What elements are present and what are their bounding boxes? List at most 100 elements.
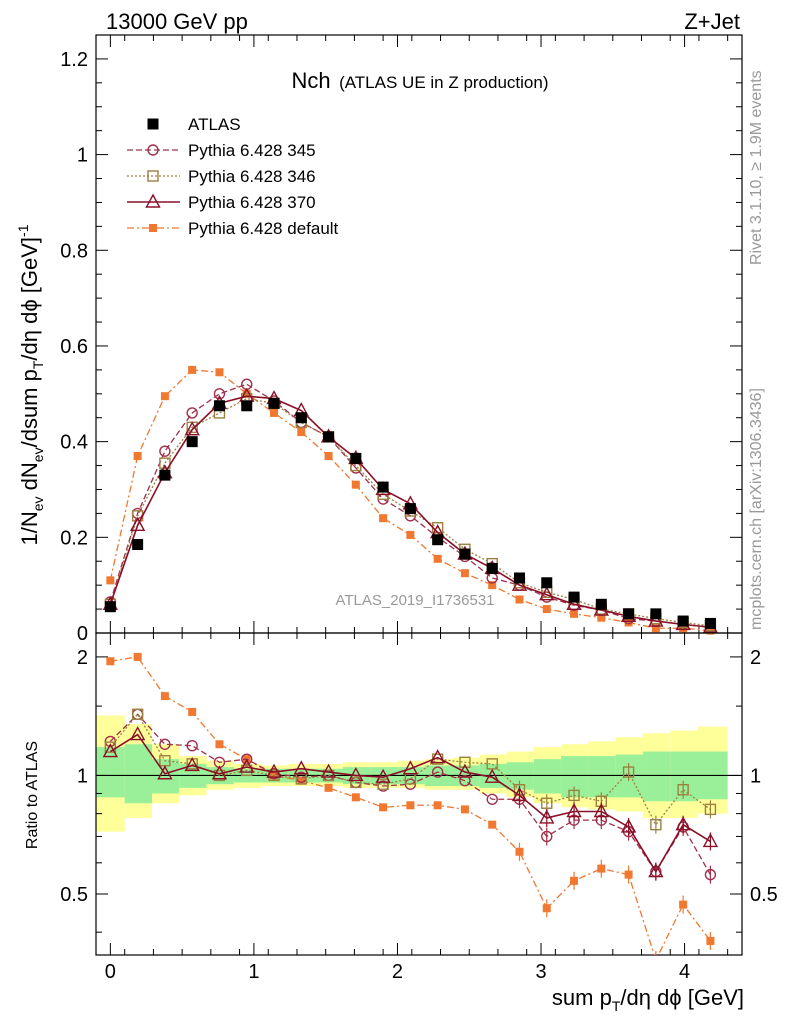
ratio-point (133, 652, 142, 661)
ratio-point (215, 740, 224, 749)
y-axis-label-ratio: Ratio to ATLAS (24, 741, 41, 849)
data-point (433, 554, 442, 563)
ratio-point (102, 743, 119, 758)
data-point (268, 397, 280, 409)
ratio-point (679, 900, 688, 909)
ratio-line (110, 656, 711, 955)
band-inner (151, 759, 180, 794)
data-point (486, 562, 498, 574)
ratio-point (624, 870, 633, 879)
ratio-point (131, 708, 144, 720)
ratio-point (511, 786, 528, 802)
data-point (184, 421, 200, 436)
y-axis-label-top: 1/Nev dNev/dsum pT/dη dϕ [GeV]-1 (15, 224, 46, 545)
ratio-point (566, 803, 582, 818)
ratio-point (211, 765, 228, 780)
data-point (651, 624, 660, 633)
data-point (459, 548, 471, 560)
top-y-tick-label: 0 (77, 623, 88, 645)
ratio-point (293, 760, 309, 775)
band-inner (588, 756, 616, 798)
ratio-point (129, 726, 146, 741)
ratio-point (597, 864, 606, 873)
band-inner (561, 756, 589, 798)
header-process: Z+Jet (684, 9, 740, 34)
legend-label: Pythia 6.428 default (188, 219, 339, 238)
ratio-point (622, 766, 635, 778)
ratio-point (379, 803, 388, 812)
ratio-point (515, 847, 524, 856)
ratio-series-pythia-6-428-default (106, 652, 715, 955)
ratio-point (704, 868, 717, 881)
ratio-point (351, 793, 360, 802)
data-point (213, 400, 225, 412)
data-point (129, 516, 146, 532)
data-point (570, 609, 579, 618)
legend-marker (147, 170, 159, 182)
x-tick-label: 1 (248, 961, 259, 983)
ratio-point (702, 832, 719, 848)
data-point (379, 514, 388, 523)
data-point (324, 451, 333, 460)
band-inner (670, 751, 698, 802)
ratio-point (266, 763, 282, 778)
top-series-pythia-6-428-default (106, 365, 715, 635)
mcplots-label: mcplots.cern.ch [arXiv:1306.3436] (748, 388, 765, 630)
data-point (648, 612, 664, 627)
top-y-tick-label: 0.4 (60, 432, 88, 454)
ratio-point (704, 803, 717, 816)
chart-title-sub: (ATLAS UE in Z production) (339, 73, 548, 92)
analysis-watermark: ATLAS_2019_I1736531 (335, 592, 494, 609)
ratio-point (457, 763, 473, 778)
ratio-y-tick-label: 2 (77, 647, 88, 669)
ratio-point (297, 776, 306, 785)
data-point (704, 617, 716, 629)
data-point (595, 598, 607, 610)
ratio-point (350, 776, 362, 789)
ratio-point (106, 657, 115, 666)
band-inner (533, 759, 562, 794)
data-point (432, 534, 444, 546)
ratio-y-tick-label: 0.5 (60, 884, 88, 906)
data-point (160, 392, 169, 401)
data-point (539, 586, 555, 601)
data-point (350, 452, 362, 464)
ratio-point (431, 766, 444, 778)
ratio-point (593, 803, 609, 818)
data-point (351, 480, 360, 489)
ratio-point (186, 739, 198, 752)
ratio-point (433, 801, 442, 810)
legend-label: Pythia 6.428 370 (188, 193, 316, 212)
data-point (270, 408, 279, 417)
ratio-point (460, 805, 469, 814)
ratio-y-tick-label: 1 (77, 765, 88, 787)
top-series-atlas (104, 397, 716, 629)
top-y-tick-label: 0.2 (60, 527, 88, 549)
legend-marker (149, 224, 157, 232)
chart-title: Nch (ATLAS UE in Z production) (291, 68, 548, 93)
x-tick-label: 2 (392, 961, 403, 983)
ratio-point (157, 765, 173, 780)
top-y-tick-label: 1 (77, 145, 88, 167)
main-plot-panel: 0 0.2 0.4 0.6 0.8 1 1.2 (60, 34, 743, 645)
legend-label: Pythia 6.428 346 (188, 167, 316, 186)
ratio-point (541, 830, 553, 843)
ratio-point (459, 774, 471, 787)
ratio-plot-panel: 0.5 0.5 1 1 2 2 0 1 2 3 4 (60, 632, 778, 983)
ratio-point (239, 758, 255, 773)
data-point (159, 457, 171, 469)
ratio-point (377, 778, 389, 790)
band-inner (642, 751, 671, 802)
x-tick-label: 3 (535, 961, 546, 983)
data-point (215, 368, 224, 377)
ratio-series (102, 652, 719, 955)
data-point (623, 608, 635, 620)
x-tick-label: 0 (105, 961, 116, 983)
band-inner (124, 744, 152, 804)
ratio-point (484, 768, 500, 783)
ratio-point (429, 749, 446, 764)
data-point (488, 581, 497, 590)
band-inner (96, 747, 125, 798)
data-point (515, 595, 524, 604)
